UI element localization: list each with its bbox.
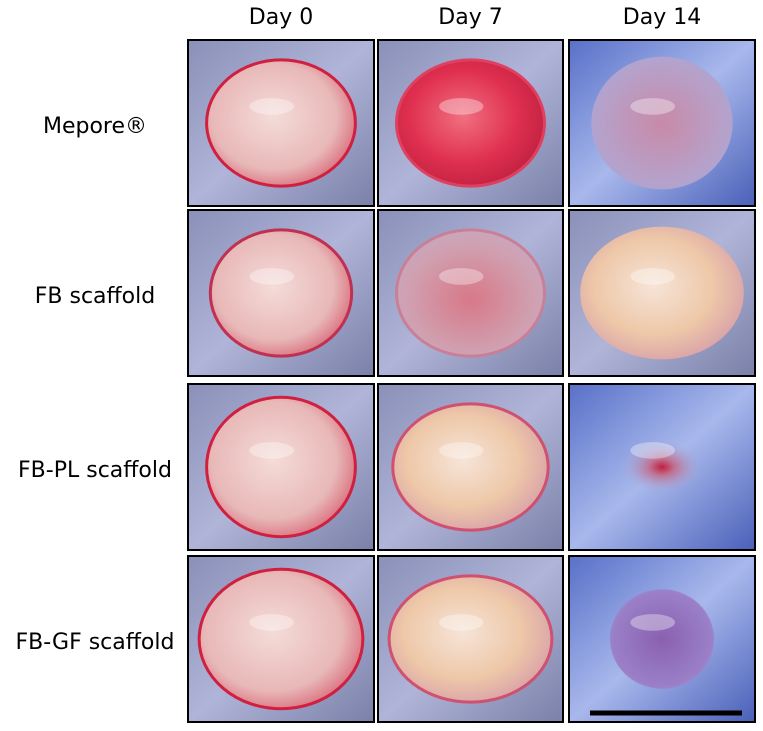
row-label: FB-PL scaffold bbox=[18, 458, 172, 483]
row-label: FB scaffold bbox=[35, 284, 155, 309]
highlight bbox=[439, 268, 484, 285]
wound bbox=[580, 226, 744, 360]
wound bbox=[391, 402, 550, 532]
row-label: FB-GF scaffold bbox=[16, 630, 175, 655]
photo-panel bbox=[377, 209, 564, 377]
highlight bbox=[439, 98, 484, 115]
wound bbox=[395, 228, 546, 358]
photo-border bbox=[568, 383, 756, 551]
photo-panel bbox=[568, 39, 756, 207]
photo-panel bbox=[568, 555, 756, 723]
highlight bbox=[630, 442, 676, 459]
photo-panel bbox=[187, 209, 375, 377]
labels: Day 0 Day 7 Day 14 Mepore® FB scaffold FB-PL … bbox=[16, 5, 702, 655]
wound bbox=[197, 567, 365, 711]
photo-border bbox=[377, 209, 564, 377]
wound bbox=[387, 574, 554, 704]
photo-border bbox=[377, 39, 564, 207]
photo-panel bbox=[377, 555, 564, 723]
photo-panel bbox=[187, 555, 375, 723]
wound bbox=[395, 58, 546, 188]
highlight bbox=[630, 614, 676, 631]
photo-border bbox=[377, 555, 564, 723]
highlight bbox=[249, 98, 295, 115]
wound bbox=[205, 58, 357, 188]
column-header: Day 0 bbox=[249, 5, 313, 30]
photo-panel bbox=[568, 209, 756, 377]
highlight bbox=[439, 442, 484, 459]
photo-grid bbox=[187, 39, 756, 723]
wound bbox=[591, 56, 733, 190]
photo-border bbox=[187, 555, 375, 723]
photo-panel bbox=[187, 39, 375, 207]
highlight bbox=[249, 442, 295, 459]
wound bbox=[205, 395, 357, 539]
highlight bbox=[630, 268, 676, 285]
photo-border bbox=[568, 555, 756, 723]
photo-panel bbox=[187, 383, 375, 551]
highlight bbox=[630, 98, 676, 115]
highlight bbox=[249, 614, 295, 631]
column-header: Day 7 bbox=[438, 5, 502, 30]
photo-border bbox=[377, 383, 564, 551]
photo-border bbox=[187, 209, 375, 377]
row-label: Mepore® bbox=[43, 114, 147, 139]
column-header: Day 14 bbox=[623, 5, 701, 30]
photo-panel bbox=[568, 383, 756, 551]
highlight bbox=[249, 268, 295, 285]
photo-border bbox=[187, 39, 375, 207]
highlight bbox=[439, 614, 484, 631]
photo-border bbox=[187, 383, 375, 551]
wound bbox=[208, 228, 354, 358]
photo-border bbox=[568, 209, 756, 377]
photo-panel bbox=[377, 383, 564, 551]
wound bbox=[621, 440, 703, 494]
wound bbox=[609, 589, 715, 689]
photo-panel bbox=[377, 39, 564, 207]
photo-border bbox=[568, 39, 756, 207]
